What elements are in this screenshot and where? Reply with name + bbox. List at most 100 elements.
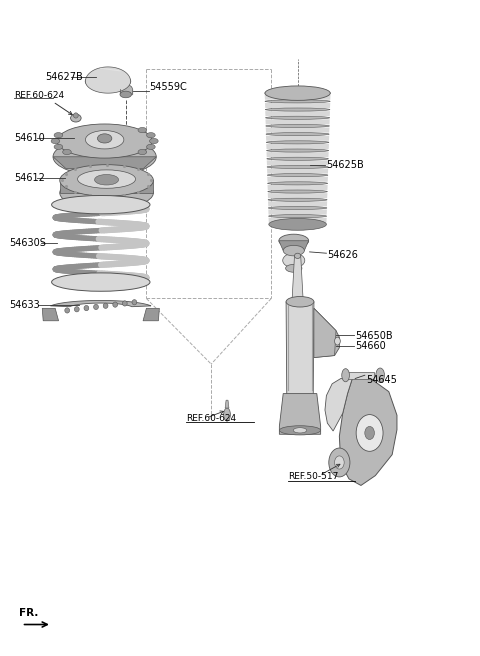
Text: 54630S: 54630S: [10, 237, 47, 248]
Polygon shape: [267, 185, 328, 190]
Ellipse shape: [54, 144, 63, 150]
Text: REF.60-624: REF.60-624: [14, 91, 64, 100]
Ellipse shape: [85, 131, 124, 149]
Ellipse shape: [103, 303, 108, 308]
Circle shape: [335, 456, 344, 469]
Ellipse shape: [268, 190, 327, 193]
Polygon shape: [339, 379, 397, 485]
Ellipse shape: [51, 273, 150, 291]
Ellipse shape: [57, 124, 152, 158]
Polygon shape: [266, 144, 329, 149]
Ellipse shape: [84, 306, 89, 311]
Ellipse shape: [132, 300, 137, 305]
Ellipse shape: [73, 113, 78, 118]
Ellipse shape: [376, 368, 384, 382]
Ellipse shape: [268, 215, 327, 218]
Ellipse shape: [265, 116, 330, 119]
Polygon shape: [53, 157, 156, 169]
Ellipse shape: [267, 165, 328, 169]
Ellipse shape: [60, 176, 154, 209]
Polygon shape: [266, 136, 329, 141]
Ellipse shape: [342, 369, 349, 382]
Ellipse shape: [266, 133, 329, 136]
Ellipse shape: [224, 408, 230, 421]
Polygon shape: [267, 169, 328, 174]
Polygon shape: [266, 152, 329, 157]
Text: REF.50-517: REF.50-517: [288, 472, 338, 482]
Ellipse shape: [266, 141, 329, 144]
Polygon shape: [279, 394, 321, 434]
Polygon shape: [314, 308, 336, 358]
Ellipse shape: [286, 264, 302, 272]
Ellipse shape: [71, 114, 81, 122]
Text: FR.: FR.: [19, 608, 38, 619]
Ellipse shape: [138, 150, 147, 155]
Polygon shape: [143, 308, 159, 321]
Ellipse shape: [60, 165, 154, 196]
Ellipse shape: [65, 308, 70, 313]
Text: REF.60-624: REF.60-624: [186, 414, 236, 423]
Ellipse shape: [264, 92, 331, 94]
Polygon shape: [265, 119, 330, 125]
Ellipse shape: [97, 134, 112, 143]
Circle shape: [365, 426, 374, 440]
Ellipse shape: [95, 174, 119, 185]
Text: 54627B: 54627B: [46, 72, 84, 83]
Ellipse shape: [267, 157, 328, 160]
Text: 54559C: 54559C: [149, 81, 187, 92]
Ellipse shape: [265, 108, 330, 111]
Ellipse shape: [283, 245, 304, 256]
Ellipse shape: [85, 73, 131, 90]
Polygon shape: [314, 308, 339, 358]
Ellipse shape: [146, 133, 155, 138]
Ellipse shape: [283, 253, 305, 268]
Ellipse shape: [78, 170, 135, 188]
Ellipse shape: [265, 100, 330, 103]
Text: 54626: 54626: [327, 249, 358, 260]
Ellipse shape: [138, 127, 147, 133]
Ellipse shape: [122, 301, 127, 306]
Ellipse shape: [113, 302, 118, 307]
Polygon shape: [346, 372, 374, 379]
Ellipse shape: [53, 138, 156, 176]
Polygon shape: [50, 300, 151, 307]
Text: 54633: 54633: [10, 300, 40, 310]
Polygon shape: [268, 209, 327, 215]
Ellipse shape: [266, 125, 329, 127]
Circle shape: [356, 415, 383, 451]
Text: 54660: 54660: [355, 341, 386, 352]
Ellipse shape: [269, 218, 326, 230]
Ellipse shape: [54, 133, 63, 138]
Ellipse shape: [267, 174, 328, 176]
Polygon shape: [60, 180, 154, 193]
Circle shape: [329, 448, 350, 477]
Polygon shape: [266, 127, 329, 133]
Ellipse shape: [94, 304, 98, 310]
Ellipse shape: [119, 85, 132, 94]
Polygon shape: [85, 67, 131, 93]
Ellipse shape: [74, 306, 79, 312]
Polygon shape: [265, 103, 330, 108]
Ellipse shape: [279, 426, 321, 435]
Ellipse shape: [268, 198, 327, 201]
Polygon shape: [279, 241, 309, 251]
Ellipse shape: [62, 150, 71, 155]
Ellipse shape: [267, 182, 328, 185]
Text: 54650B: 54650B: [355, 331, 393, 341]
Ellipse shape: [265, 86, 330, 100]
Circle shape: [335, 337, 340, 345]
Polygon shape: [286, 302, 314, 397]
Ellipse shape: [51, 195, 150, 214]
Polygon shape: [265, 111, 330, 116]
Polygon shape: [268, 218, 327, 223]
Text: 54625B: 54625B: [326, 160, 364, 171]
Ellipse shape: [293, 428, 307, 433]
Polygon shape: [268, 193, 327, 198]
Text: 54610: 54610: [14, 133, 45, 143]
Ellipse shape: [268, 207, 327, 209]
Polygon shape: [292, 256, 303, 302]
Ellipse shape: [146, 144, 155, 150]
Ellipse shape: [149, 138, 158, 144]
Polygon shape: [267, 160, 328, 165]
Polygon shape: [264, 94, 331, 100]
